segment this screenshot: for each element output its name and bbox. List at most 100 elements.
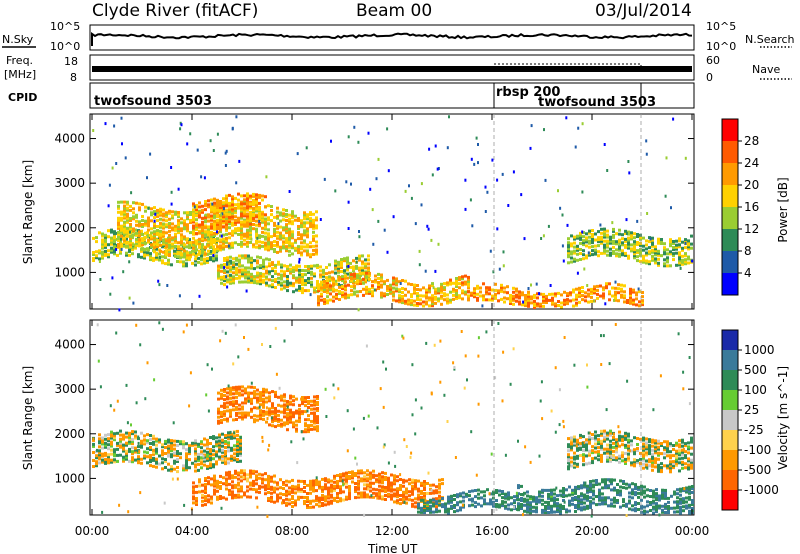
- heatmap-cell: [580, 492, 583, 496]
- heatmap-cell: [655, 494, 658, 498]
- heatmap-cell: [359, 273, 362, 277]
- heatmap-cell: [576, 252, 579, 256]
- heatmap-cell: [300, 221, 303, 225]
- heatmap-cell: [201, 224, 204, 228]
- heatmap-cell: [223, 277, 226, 281]
- heatmap-cell: [195, 226, 198, 230]
- heatmap-cell: [241, 405, 244, 409]
- heatmap-cell: [567, 467, 570, 471]
- heatmap-cell: [162, 226, 165, 230]
- heatmap-cell: [319, 269, 322, 273]
- heatmap-cell: [140, 443, 143, 447]
- heatmap-cell: [147, 228, 150, 232]
- heatmap-cell: [231, 243, 234, 247]
- heatmap-cell: [387, 482, 390, 486]
- heatmap-cell: [204, 224, 207, 228]
- heatmap-cell: [113, 248, 116, 252]
- heatmap-cell: [177, 225, 180, 229]
- heatmap-cell: [356, 280, 359, 284]
- heatmap-cell: [183, 237, 186, 241]
- heatmap-cell: [622, 498, 625, 502]
- heatmap-cell: [162, 230, 165, 234]
- heatmap-cell: [589, 506, 592, 510]
- heatmap-cell: [461, 281, 464, 285]
- heatmap-cell: [247, 274, 250, 278]
- heatmap-cell: [545, 299, 548, 302]
- heatmap-cell: [438, 494, 441, 498]
- heatmap-cell: [378, 488, 381, 492]
- heatmap-cell: [227, 443, 230, 447]
- heatmap-cell: [661, 508, 664, 512]
- heatmap-cell: [452, 293, 455, 297]
- heatmap-cell: [604, 500, 607, 504]
- heatmap-cell: [507, 507, 510, 511]
- heatmap-cell: [328, 277, 331, 281]
- heatmap-cell: [420, 182, 423, 186]
- heatmap-cell: [529, 505, 532, 509]
- heatmap-cell: [310, 423, 313, 427]
- heatmap-cell: [285, 249, 288, 253]
- heatmap-cell: [573, 241, 576, 245]
- heatmap-cell: [452, 287, 455, 291]
- heatmap-cell: [271, 261, 274, 265]
- heatmap-cell: [216, 497, 219, 501]
- heatmap-cell: [440, 302, 443, 306]
- nsky-right-top-tick: 10^5: [706, 20, 736, 33]
- heatmap-cell: [437, 299, 440, 303]
- heatmap-cell: [171, 246, 174, 250]
- heatmap-cell: [613, 488, 616, 492]
- heatmap-cell: [131, 246, 134, 250]
- heatmap-cell: [483, 498, 486, 502]
- heatmap-cell: [123, 204, 126, 208]
- heatmap-cell: [298, 274, 301, 278]
- heatmap-cell: [625, 504, 628, 508]
- heatmap-cell: [687, 261, 690, 265]
- heatmap-cell: [253, 386, 256, 390]
- heatmap-cell: [307, 281, 310, 284]
- heatmap-cell: [404, 189, 407, 193]
- heatmap-cell: [192, 236, 195, 240]
- heatmap-cell: [612, 227, 615, 231]
- heatmap-cell: [227, 431, 230, 435]
- heatmap-cell: [435, 489, 438, 493]
- heatmap-cell: [579, 433, 582, 437]
- heatmap-cell: [467, 281, 470, 285]
- heatmap-cell: [164, 442, 167, 445]
- heatmap-cell: [162, 218, 165, 222]
- heatmap-cell: [188, 244, 191, 248]
- heatmap-cell: [282, 212, 285, 216]
- heatmap-cell: [425, 302, 428, 306]
- heatmap-cell: [123, 224, 126, 228]
- heatmap-cell: [152, 464, 155, 468]
- heatmap-cell: [464, 282, 467, 286]
- heatmap-cell: [249, 230, 252, 234]
- heatmap-cell: [364, 280, 367, 284]
- heatmap-cell: [120, 218, 123, 222]
- heatmap-cell: [212, 435, 215, 439]
- heatmap-cell: [237, 206, 240, 210]
- heatmap-cell: [342, 472, 345, 476]
- heatmap-cell: [642, 256, 645, 260]
- heatmap-cell: [341, 285, 344, 289]
- heatmap-cell: [598, 482, 601, 486]
- heatmap-cell: [126, 206, 129, 210]
- heatmap-cell: [632, 302, 635, 306]
- heatmap-cell: [282, 246, 285, 250]
- heatmap-cell: [98, 437, 101, 441]
- heatmap-cell: [566, 298, 569, 302]
- heatmap-cell: [289, 267, 292, 271]
- heatmap-cell: [324, 497, 327, 501]
- heatmap-cell: [467, 290, 470, 294]
- heatmap-cell: [221, 438, 224, 442]
- heatmap-cell: [230, 448, 233, 452]
- heatmap-cell: [274, 278, 277, 281]
- heatmap-cell: [601, 496, 604, 500]
- heatmap-cell: [547, 511, 550, 514]
- heatmap-cell: [155, 257, 158, 261]
- heatmap-cell: [298, 280, 301, 284]
- heatmap-cell: [276, 216, 279, 220]
- heatmap-cell: [476, 284, 479, 288]
- heatmap-cell: [336, 486, 339, 489]
- heatmap-cell: [289, 418, 292, 422]
- heatmap-cell: [504, 492, 507, 496]
